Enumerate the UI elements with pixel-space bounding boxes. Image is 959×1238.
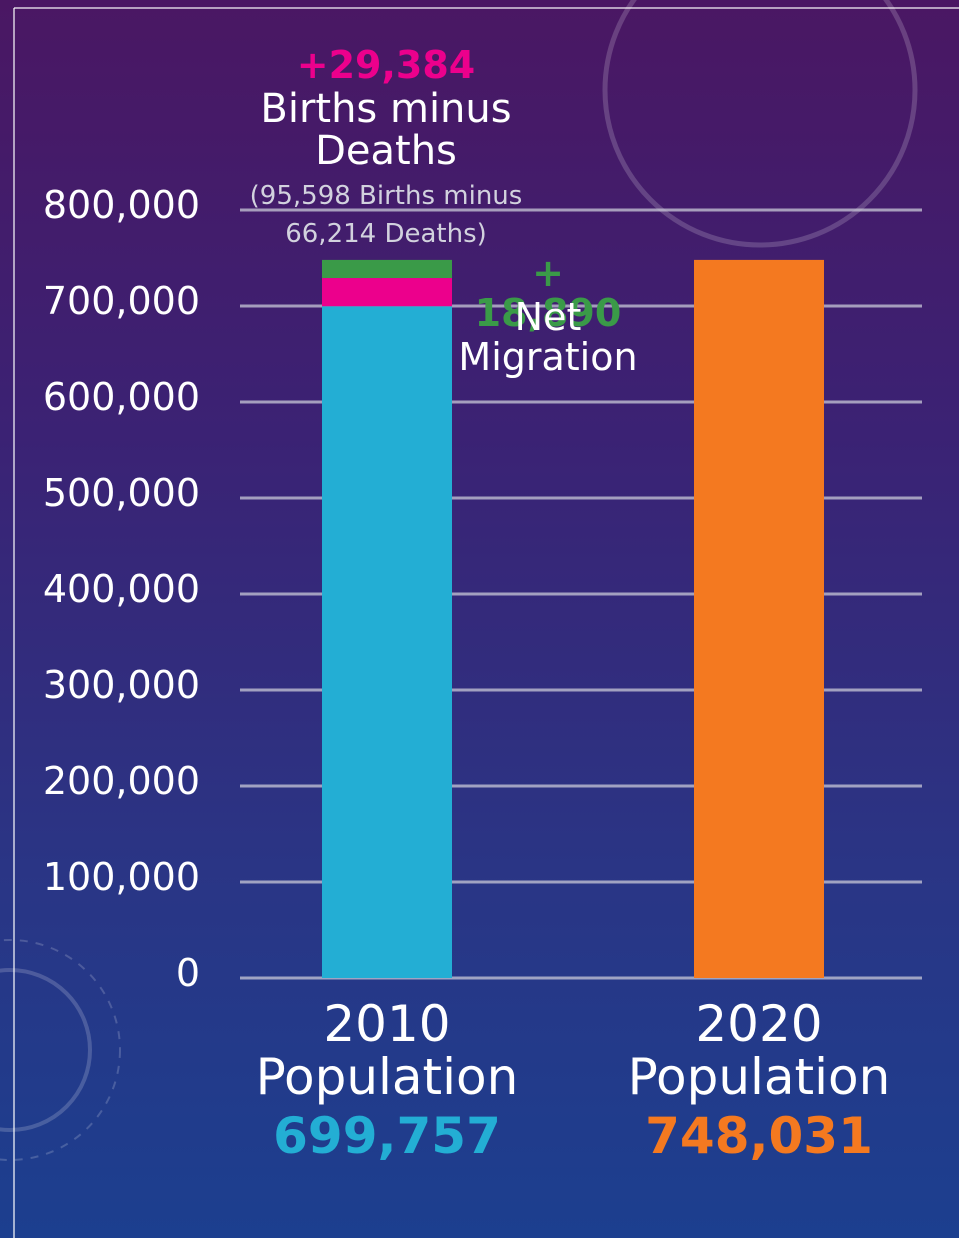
y-tick-label: 0 xyxy=(175,951,200,995)
bar-segment xyxy=(322,306,452,978)
y-tick-label: 600,000 xyxy=(42,375,200,419)
bar-segment xyxy=(694,259,824,978)
y-tick-label: 200,000 xyxy=(42,759,200,803)
annotation: Births minus Deaths xyxy=(260,86,512,174)
y-tick-label: 300,000 xyxy=(42,663,200,707)
bar-segment xyxy=(322,259,452,279)
annotation: Net Migration xyxy=(458,295,638,379)
value-label: +29,384 xyxy=(296,43,476,87)
y-tick-label: 800,000 xyxy=(42,183,200,227)
value-label: + 18,890 xyxy=(474,251,622,335)
bar-segment xyxy=(322,278,452,307)
annotation: (95,598 Births minus 66,214 Deaths) xyxy=(249,181,523,249)
x-tick-label: 2010 Population xyxy=(255,995,519,1106)
y-tick-label: 700,000 xyxy=(42,279,200,323)
y-tick-label: 500,000 xyxy=(42,471,200,515)
x-tick-label: 2020 Population xyxy=(627,995,891,1106)
y-tick-label: 400,000 xyxy=(42,567,200,611)
y-tick-label: 100,000 xyxy=(42,855,200,899)
value-label: 699,757 xyxy=(273,1107,501,1165)
value-label: 748,031 xyxy=(645,1107,873,1165)
